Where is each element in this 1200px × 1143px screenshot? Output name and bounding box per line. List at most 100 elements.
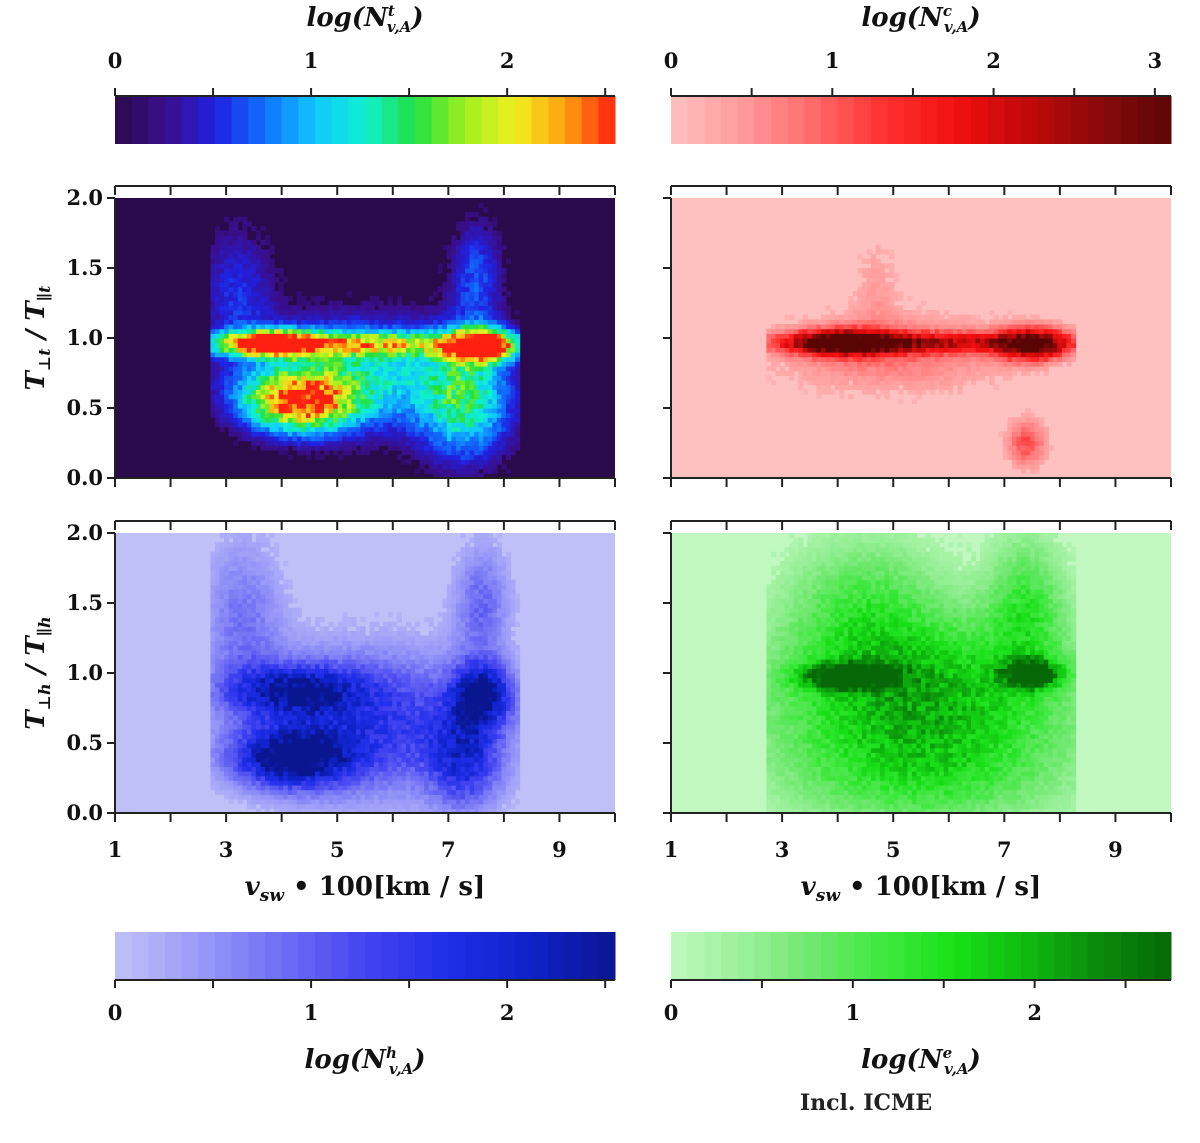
density-cell: [961, 380, 968, 386]
density-cell: [446, 426, 452, 432]
density-cell: [1030, 431, 1036, 437]
density-cell: [274, 412, 280, 418]
density-cell: [487, 389, 493, 395]
density-cell: [251, 282, 257, 288]
density-cell: [305, 450, 312, 456]
density-cell: [219, 240, 225, 246]
density-cell: [501, 310, 507, 316]
density-cell: [210, 338, 216, 344]
density-cell: [233, 752, 239, 758]
density-cell: [455, 282, 462, 288]
density-cell: [324, 305, 330, 311]
density-cell: [428, 412, 434, 418]
density-cell: [210, 361, 216, 367]
density-cell: [301, 375, 307, 381]
density-cell: [228, 682, 234, 688]
density-cell: [269, 431, 275, 437]
density-cell: [871, 291, 877, 297]
density-cell: [771, 338, 777, 344]
colorbar-segment: [837, 96, 855, 144]
density-cell: [283, 412, 289, 418]
density-cell: [433, 314, 439, 320]
density-cell: [242, 258, 248, 264]
density-cell: [451, 422, 457, 428]
colorbar-segment: [265, 96, 283, 144]
density-cell: [451, 389, 457, 395]
density-cell: [219, 291, 225, 297]
density-cell: [1048, 347, 1054, 353]
density-cell: [374, 440, 380, 446]
density-cell: [278, 426, 284, 432]
density-cell: [401, 366, 407, 372]
density-cell: [251, 570, 257, 576]
density-cell: [246, 333, 252, 339]
density-cell: [269, 668, 275, 674]
density-cell: [246, 691, 252, 697]
density-cell: [816, 324, 822, 330]
density-cell: [228, 780, 234, 786]
density-cell: [501, 440, 507, 446]
density-cell: [260, 635, 266, 641]
density-cell: [907, 347, 913, 353]
density-cell: [1021, 366, 1027, 372]
density-cell: [228, 785, 234, 791]
density-cell: [246, 682, 252, 688]
density-cell: [775, 338, 781, 344]
density-cell: [328, 398, 334, 404]
density-cell: [237, 719, 243, 725]
density-cell: [966, 333, 972, 339]
density-cell: [365, 403, 371, 409]
density-cell: [428, 356, 434, 362]
density-cell: [274, 575, 280, 581]
density-cell: [233, 724, 239, 730]
colorbar-segment: [498, 96, 516, 144]
density-cell: [433, 305, 439, 311]
density-cell: [210, 747, 216, 753]
density-cell: [866, 300, 872, 306]
density-cell: [237, 398, 243, 404]
density-cell: [324, 450, 330, 456]
density-cell: [1039, 324, 1045, 330]
density-cell: [861, 361, 868, 367]
density-cell: [328, 394, 334, 400]
density-cell: [210, 380, 216, 386]
density-cell: [880, 314, 886, 320]
density-cell: [492, 426, 498, 432]
density-cell: [369, 431, 375, 437]
density-cell: [251, 575, 257, 581]
density-cell: [952, 380, 958, 386]
density-cell: [274, 649, 280, 655]
density-cell: [496, 394, 502, 400]
density-cell: [396, 310, 402, 316]
density-cell: [215, 701, 221, 707]
density-cell: [424, 408, 430, 414]
density-cell: [934, 366, 940, 372]
density-cell: [401, 361, 407, 367]
density-cell: [292, 431, 298, 437]
density-cell: [469, 436, 475, 442]
density-cell: [228, 408, 234, 414]
density-cell: [251, 310, 257, 316]
density-cell: [237, 356, 243, 362]
density-cell: [269, 771, 275, 777]
density-cell: [437, 403, 443, 409]
density-cell: [775, 347, 781, 353]
density-cell: [871, 296, 877, 302]
density-cell: [1025, 436, 1031, 442]
density-cell: [483, 249, 489, 255]
density-cell: [278, 333, 284, 339]
density-cell: [907, 319, 913, 325]
density-cell: [889, 296, 895, 302]
density-cell: [310, 412, 316, 418]
density-cell: [337, 310, 343, 316]
density-cell: [246, 738, 252, 744]
density-cell: [871, 356, 877, 362]
density-cell: [1048, 352, 1054, 358]
density-cell: [474, 422, 480, 428]
density-cell: [483, 394, 489, 400]
density-cell: [278, 691, 284, 697]
density-cell: [369, 370, 375, 376]
density-cell: [1025, 324, 1031, 330]
density-cell: [492, 240, 498, 246]
